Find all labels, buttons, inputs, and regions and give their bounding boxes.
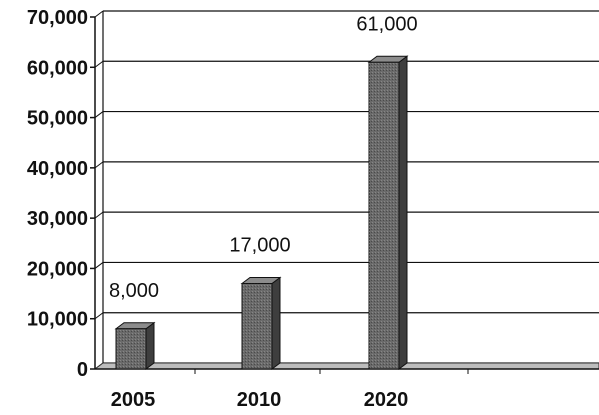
chart-floor <box>93 362 599 370</box>
bar-2020 <box>367 55 409 370</box>
y-tick-label: 0 <box>77 359 88 381</box>
gridline-depth <box>94 111 104 118</box>
y-tick-label: 30,000 <box>27 208 88 230</box>
bar-texture <box>369 62 399 369</box>
gridline-depth <box>94 60 104 68</box>
data-label-2010: 17,000 <box>229 235 290 257</box>
data-label-2020: 61,000 <box>356 13 417 35</box>
bars <box>114 55 409 370</box>
y-tick-label: 60,000 <box>27 57 88 79</box>
gridline-depth <box>94 161 104 169</box>
bar-2005 <box>114 321 156 370</box>
y-axis-tick-labels: 0 10,000 20,000 30,000 40,000 50,000 60,000 70,… <box>27 7 95 381</box>
gridline-depth <box>94 262 104 269</box>
x-category-label-2005: 2005 <box>111 389 156 411</box>
bar-side-face <box>398 55 408 370</box>
gridline-depth <box>94 312 104 320</box>
y-tick-label: 40,000 <box>27 158 88 180</box>
grid-lines <box>94 10 599 370</box>
data-label-2005: 8,000 <box>109 280 159 302</box>
y-tick-label: 10,000 <box>27 309 88 331</box>
bar-2010 <box>240 276 282 370</box>
floor <box>93 362 599 370</box>
bar-side-face <box>271 276 281 370</box>
y-tick-label: 20,000 <box>27 258 88 280</box>
x-category-label-2020: 2020 <box>364 389 409 411</box>
axes <box>94 11 599 374</box>
y-tick-label: 70,000 <box>27 7 88 29</box>
y-tick-label: 50,000 <box>27 108 88 130</box>
x-axis-category-labels: 2005 2010 2020 <box>111 389 409 411</box>
bar-side-face <box>145 321 155 370</box>
gridline-depth <box>94 10 104 18</box>
gridline-depth <box>94 211 104 219</box>
x-category-label-2010: 2010 <box>237 389 282 411</box>
data-labels: 8,000 17,000 61,000 <box>109 13 418 302</box>
bar-texture <box>116 328 146 369</box>
bar-texture <box>242 283 272 369</box>
